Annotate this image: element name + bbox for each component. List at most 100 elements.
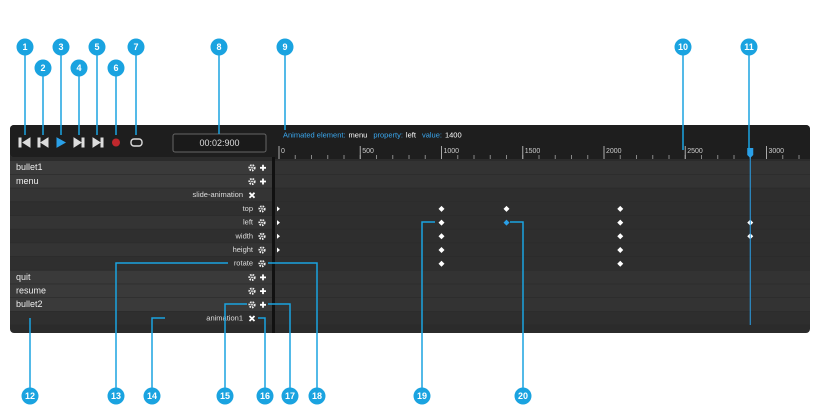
gear-hub: [261, 235, 263, 238]
callout-leader: [421, 221, 435, 388]
callout-leader: [258, 317, 266, 388]
ruler-label: 3000: [769, 148, 785, 155]
gear-icon: [248, 164, 256, 172]
gear-icon: [248, 177, 256, 186]
keyframe[interactable]: [503, 205, 510, 212]
row-label: left: [243, 218, 254, 227]
callout-badge: [34, 59, 52, 77]
keyframe[interactable]: [438, 260, 445, 267]
gear-icon: [258, 219, 266, 227]
callout-number: 14: [147, 391, 157, 401]
btn-next[interactable]: [73, 137, 82, 148]
callout-number: 2: [40, 63, 45, 73]
row-label-bg: [10, 298, 272, 311]
row-label-bg: [10, 215, 272, 229]
callout-badge: [143, 387, 161, 405]
btn-prev[interactable]: [40, 137, 49, 148]
row-label-bg: [10, 284, 272, 298]
keyframe[interactable]: [438, 233, 445, 240]
row-label: quit: [16, 272, 31, 282]
keyframe[interactable]: [438, 219, 445, 226]
callout-number: 19: [417, 391, 427, 401]
btn-record[interactable]: [112, 138, 120, 147]
row-track: [275, 243, 810, 257]
keyframe[interactable]: [617, 205, 624, 212]
callout-badge: [70, 59, 88, 77]
gear-icon: [248, 287, 256, 295]
btn-loop[interactable]: [130, 138, 143, 147]
callout-badge: [210, 38, 228, 56]
callout-badge: [514, 387, 532, 405]
callout-badge: [740, 38, 758, 56]
callout-number: 18: [312, 391, 322, 401]
add-icon: [260, 178, 266, 185]
row-track: [275, 188, 810, 202]
callout-number: 4: [76, 63, 81, 73]
row-track: [275, 229, 810, 243]
status-value: left: [406, 130, 417, 139]
callout-leader: [268, 262, 318, 388]
row-label-bg: [10, 311, 272, 325]
gear-hub: [251, 276, 253, 279]
btn-start[interactable]: [22, 137, 31, 148]
btn-play[interactable]: [56, 137, 67, 148]
keyframe[interactable]: [438, 247, 445, 253]
row-label: bullet2: [16, 299, 43, 309]
btn-end[interactable]: [92, 137, 101, 148]
row-track: [275, 215, 810, 229]
row-track: [275, 256, 810, 270]
row-label-bg: [10, 243, 272, 257]
keyframe[interactable]: [503, 219, 510, 226]
callout-number: 3: [58, 42, 63, 52]
keyframe[interactable]: [438, 205, 445, 212]
row-label-bg: [10, 174, 272, 188]
callout-number: 7: [133, 42, 138, 52]
gear-hub: [251, 290, 253, 292]
row-label: height: [233, 245, 254, 254]
callout-badge: [16, 38, 34, 56]
callout-number: 20: [518, 391, 528, 401]
keyframe[interactable]: [617, 247, 624, 253]
callout-leader: [151, 317, 165, 388]
callout-badge: [127, 38, 145, 56]
ruler: [275, 146, 810, 159]
btn-start[interactable]: [18, 137, 22, 148]
callout-number: 1: [22, 42, 27, 52]
gear-hub: [251, 166, 253, 169]
add-icon: [260, 164, 266, 171]
callout-number: 11: [744, 42, 754, 52]
status-value: menu: [349, 130, 368, 139]
row-label-bg: [10, 229, 272, 243]
gear-hub: [261, 208, 263, 210]
row-track: [275, 311, 810, 325]
status-value: 1400: [445, 130, 462, 139]
callout-number: 12: [25, 391, 35, 401]
keyframe[interactable]: [617, 219, 624, 226]
row-track: [275, 298, 810, 311]
callout-leader: [510, 221, 524, 388]
btn-next[interactable]: [81, 137, 85, 148]
status-label: Animated element:: [283, 130, 346, 139]
gear-icon: [258, 232, 266, 240]
btn-prev[interactable]: [37, 137, 41, 148]
row-label: slide-animation: [193, 190, 243, 199]
row-label-bg: [10, 161, 272, 174]
keyframe[interactable]: [617, 233, 624, 240]
start-marker: [277, 206, 280, 212]
ruler-label: 2500: [687, 148, 703, 155]
keyframe[interactable]: [617, 260, 624, 267]
status-line: Animated element: menu property: left value:…: [283, 130, 462, 139]
gear-hub: [261, 221, 263, 224]
ruler-label: 2000: [606, 148, 622, 155]
btn-end[interactable]: [100, 137, 104, 148]
ruler-label: 500: [362, 148, 374, 155]
callout-number: 6: [113, 63, 118, 73]
callout-leader: [268, 303, 291, 388]
callout-number: 16: [260, 391, 270, 401]
callout-number: 8: [216, 42, 221, 52]
gear-icon: [258, 205, 266, 213]
row-label: top: [243, 204, 253, 213]
row-label: bullet1: [16, 162, 43, 172]
callout-number: 17: [285, 391, 295, 401]
gear-icon: [258, 246, 266, 254]
